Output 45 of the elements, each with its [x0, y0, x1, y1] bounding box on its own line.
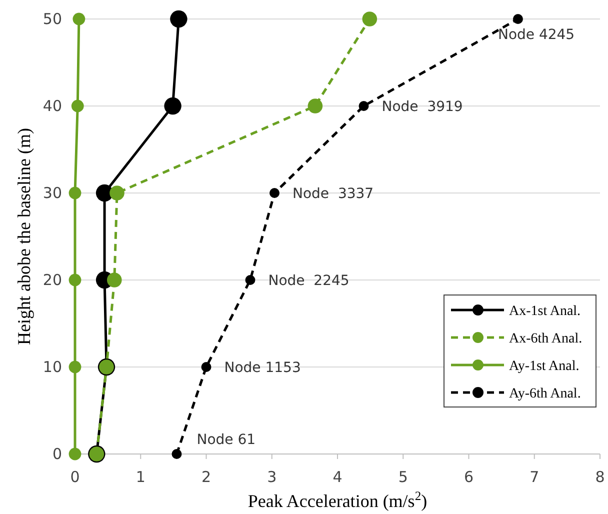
y-tick-label: 50: [42, 10, 62, 28]
annotation: Node 61: [196, 432, 256, 448]
annotation: Node 2245: [268, 273, 350, 289]
y-axis-title: Height abobe the baseline (m): [14, 128, 34, 345]
point: [201, 362, 212, 372]
annotation: Node 3919: [382, 99, 463, 115]
y-tick-label: 40: [42, 97, 62, 115]
y-tick-label: 30: [42, 184, 62, 202]
x-tick-label: 5: [398, 468, 408, 486]
point: [110, 186, 124, 200]
point: [68, 360, 82, 374]
x-tick-label: 3: [267, 468, 277, 486]
point: [358, 101, 369, 111]
point: [172, 449, 182, 459]
legend-label: Ay-6th Anal.: [509, 386, 581, 402]
y-tick-label: 20: [42, 271, 62, 289]
x-tick-label: 0: [70, 468, 80, 486]
y-tick-label: 10: [42, 358, 62, 376]
annotation: Node 1153: [224, 360, 301, 376]
point: [68, 186, 82, 200]
annotation: Node 3337: [292, 186, 374, 202]
point: [68, 274, 82, 286]
x-axis-title: Peak Acceleration (m/s$^{2}$): [248, 489, 428, 511]
y-tick-label: 0: [52, 445, 62, 463]
x-tick-label: 8: [595, 468, 605, 486]
x-tick-label: 2: [201, 468, 212, 486]
point: [170, 10, 188, 28]
point: [72, 12, 86, 26]
point: [71, 100, 84, 112]
annotation: Node 4245: [498, 27, 575, 43]
legend-label: Ax-1st Anal.: [509, 304, 581, 319]
x-tick-label: 1: [136, 468, 146, 486]
point: [362, 12, 378, 26]
point: [512, 14, 523, 24]
x-tick-label: 7: [530, 468, 540, 486]
x-tick-label: 6: [464, 468, 474, 486]
legend-label: Ay-1st Anal.: [509, 359, 580, 374]
x-tick-label: 4: [332, 468, 342, 486]
point: [245, 275, 256, 285]
point: [68, 448, 82, 460]
point: [270, 188, 280, 198]
point: [308, 98, 323, 114]
point: [164, 97, 182, 115]
point: [106, 272, 122, 288]
legend-label: Ax-6th Anal.: [509, 332, 582, 346]
